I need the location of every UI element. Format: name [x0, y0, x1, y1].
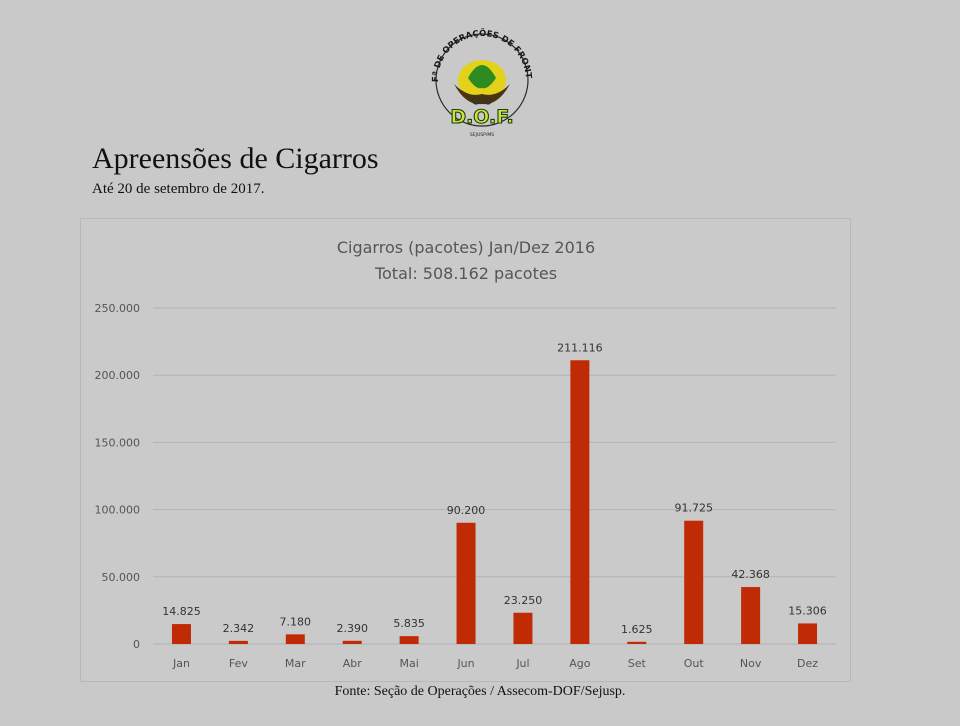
- x-tick-label: Mai: [399, 657, 418, 670]
- logo-wings: [454, 84, 510, 105]
- bar: [342, 640, 362, 644]
- x-tick-label: Set: [628, 657, 647, 670]
- data-label: 42.368: [731, 568, 770, 581]
- chart-x-tick-labels: Jan Fev Mar Abr Mai Jun Jul Ago Set Out Nov Dez: [172, 657, 818, 670]
- chart-title: Cigarros (pacotes) Jan/Dez 2016: [337, 238, 595, 257]
- bar: [627, 641, 647, 644]
- chart-gridlines: [153, 307, 836, 645]
- x-tick-label: Out: [684, 657, 705, 670]
- bar: [798, 623, 818, 644]
- data-label: 90.200: [447, 504, 486, 517]
- logo-map-shape: [468, 65, 496, 89]
- data-label: 211.116: [557, 341, 603, 354]
- y-tick-label: 50.000: [102, 571, 141, 584]
- data-label: 15.306: [788, 604, 827, 617]
- bar: [399, 636, 419, 644]
- logo-ring: [435, 33, 529, 127]
- x-tick-label: Jan: [172, 657, 190, 670]
- bar: [228, 640, 248, 644]
- bar-chart: Cigarros (pacotes) Jan/Dez 2016 Total: 5…: [95, 238, 836, 670]
- logo-small-text: SEJUSP/MS: [470, 132, 494, 138]
- x-tick-label: Ago: [569, 657, 591, 670]
- data-label: 23.250: [504, 594, 543, 607]
- page-title: Apreensões de Cigarros: [92, 142, 379, 175]
- chart-data-labels: 14.825 2.342 7.180 2.390 5.835 90.200 23.250 21…: [162, 341, 827, 636]
- chart-panel: Cigarros (pacotes) Jan/Dez 2016 Total: 5…: [80, 218, 851, 682]
- page-subtitle: Até 20 de setembro de 2017.: [92, 181, 265, 197]
- dof-logo: BEPFª DE OPERAÇÕES DE FRONTEIRA D.O.F. S…: [424, 22, 533, 138]
- bar: [171, 624, 191, 644]
- chart-y-tick-labels: 0 50.000 100.000 150.000 200.000 250.000: [95, 302, 141, 651]
- x-tick-label: Nov: [740, 657, 762, 670]
- source-note: Fonte: Seção de Operações / Assecom-DOF/…: [334, 684, 626, 699]
- data-label: 2.390: [336, 622, 368, 635]
- bar: [513, 612, 533, 644]
- data-label: 1.625: [621, 623, 653, 636]
- chart-bars: [171, 360, 818, 644]
- logo-handcuff-left: [472, 97, 480, 105]
- bar: [456, 522, 476, 644]
- data-label: 14.825: [162, 605, 201, 618]
- bar: [741, 587, 761, 644]
- y-tick-label: 0: [133, 638, 140, 651]
- y-tick-label: 250.000: [95, 302, 141, 315]
- data-label: 2.342: [223, 622, 255, 635]
- bar: [285, 634, 305, 644]
- bar: [570, 360, 590, 644]
- y-tick-label: 150.000: [95, 436, 141, 449]
- x-tick-label: Fev: [229, 657, 248, 670]
- chart-subtitle: Total: 508.162 pacotes: [374, 264, 557, 283]
- x-tick-label: Dez: [797, 657, 818, 670]
- y-tick-label: 100.000: [95, 504, 141, 517]
- y-tick-label: 200.000: [95, 369, 141, 382]
- x-tick-label: Jun: [456, 657, 474, 670]
- logo-acronym: D.O.F.: [450, 106, 513, 128]
- bar: [684, 520, 704, 644]
- x-tick-label: Abr: [343, 657, 363, 670]
- x-tick-label: Jul: [515, 657, 529, 670]
- data-label: 91.725: [674, 502, 713, 515]
- data-label: 7.180: [280, 615, 312, 628]
- x-tick-label: Mar: [285, 657, 306, 670]
- data-label: 5.835: [393, 617, 425, 630]
- logo-handcuff-right: [484, 97, 492, 105]
